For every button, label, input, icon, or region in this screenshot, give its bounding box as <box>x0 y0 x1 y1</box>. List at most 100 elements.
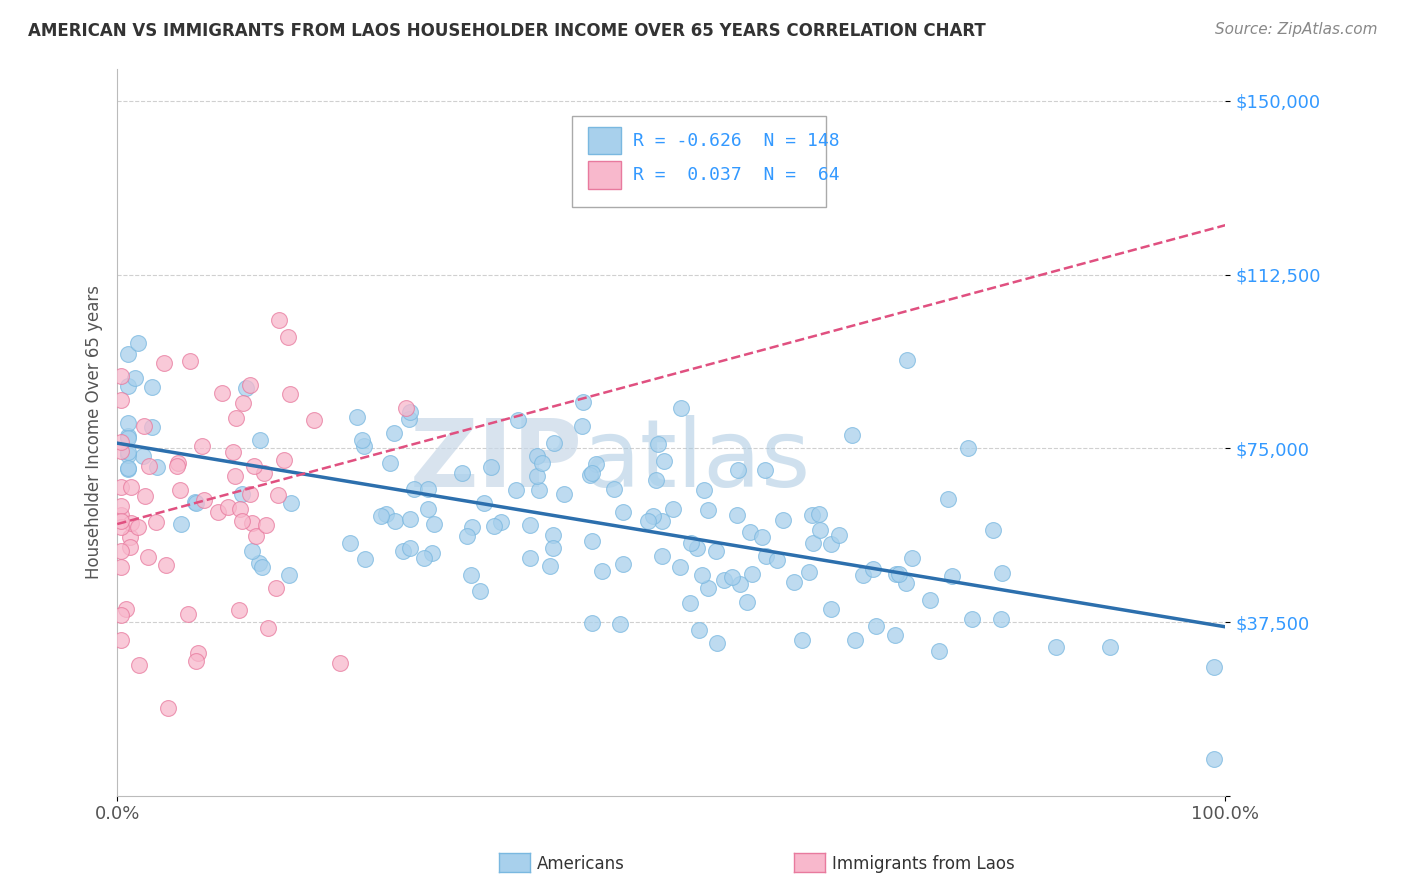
Point <box>585 458 607 472</box>
Point <box>990 612 1012 626</box>
Point <box>543 436 565 450</box>
Point <box>110 435 132 450</box>
Point <box>841 428 863 442</box>
Point <box>884 628 907 642</box>
Point <box>384 514 406 528</box>
Point <box>1204 752 1226 766</box>
Point <box>941 569 963 583</box>
Point <box>460 567 482 582</box>
Point <box>382 426 405 441</box>
Point <box>527 483 550 497</box>
Point <box>592 564 614 578</box>
Point <box>398 541 420 555</box>
Point <box>221 445 243 459</box>
Point <box>827 527 849 541</box>
Point <box>134 489 156 503</box>
Point <box>852 568 875 582</box>
Point <box>120 480 142 494</box>
Point <box>187 646 209 660</box>
Point <box>612 557 634 571</box>
Point <box>1098 640 1121 655</box>
Point <box>117 448 139 462</box>
Point <box>245 529 267 543</box>
Point <box>754 463 776 477</box>
Point <box>936 491 959 506</box>
Point <box>602 482 624 496</box>
Point <box>706 636 728 650</box>
Point <box>117 460 139 475</box>
Point <box>662 502 685 516</box>
Y-axis label: Householder Income Over 65 years: Householder Income Over 65 years <box>86 285 103 579</box>
Point <box>418 482 440 496</box>
Point <box>647 437 669 451</box>
Point <box>538 559 561 574</box>
Point <box>1204 659 1226 673</box>
Point <box>235 381 257 395</box>
Point <box>641 508 664 523</box>
Point <box>395 401 418 415</box>
Point <box>669 401 692 416</box>
Point <box>519 518 541 533</box>
Point <box>267 488 290 502</box>
Text: R =  0.037  N =  64: R = 0.037 N = 64 <box>633 166 839 184</box>
Point <box>302 413 325 427</box>
Point <box>117 416 139 430</box>
Point <box>240 544 263 558</box>
Point <box>398 412 420 426</box>
Point <box>423 516 446 531</box>
Point <box>612 505 634 519</box>
Point <box>136 550 159 565</box>
Point <box>273 453 295 467</box>
Point <box>737 595 759 609</box>
Point <box>110 608 132 623</box>
Point <box>468 583 491 598</box>
Point <box>688 623 710 637</box>
Point <box>155 558 177 573</box>
Point <box>738 524 761 539</box>
Point <box>790 632 813 647</box>
Point <box>117 431 139 445</box>
Point <box>652 454 675 468</box>
Point <box>207 505 229 519</box>
Point <box>141 380 163 394</box>
Point <box>184 654 207 668</box>
Point <box>418 501 440 516</box>
Point <box>110 369 132 384</box>
Point <box>339 536 361 550</box>
Point <box>120 516 142 530</box>
Point <box>278 568 301 582</box>
Point <box>651 514 673 528</box>
Point <box>901 550 924 565</box>
Point <box>783 574 806 589</box>
Point <box>844 632 866 647</box>
Point <box>896 353 918 368</box>
Point <box>451 467 474 481</box>
Point <box>211 385 233 400</box>
Point <box>177 607 200 621</box>
Point <box>253 466 276 480</box>
Point <box>456 529 478 543</box>
Text: Americans: Americans <box>537 855 624 873</box>
Point <box>277 330 299 344</box>
Point <box>267 312 290 326</box>
Point <box>225 410 247 425</box>
Point <box>808 523 831 537</box>
Point <box>118 529 141 543</box>
Point <box>755 549 778 563</box>
Point <box>399 405 422 419</box>
Point <box>572 395 595 409</box>
Point <box>184 496 207 510</box>
Point <box>231 487 253 501</box>
Point <box>404 482 426 496</box>
Point <box>353 439 375 453</box>
Point <box>117 462 139 476</box>
Point <box>115 602 138 616</box>
Point <box>820 601 842 615</box>
Point <box>772 513 794 527</box>
Point <box>110 559 132 574</box>
Point <box>146 459 169 474</box>
Point <box>981 523 1004 537</box>
Text: atlas: atlas <box>582 416 811 508</box>
Point <box>153 356 176 370</box>
Point <box>720 570 742 584</box>
